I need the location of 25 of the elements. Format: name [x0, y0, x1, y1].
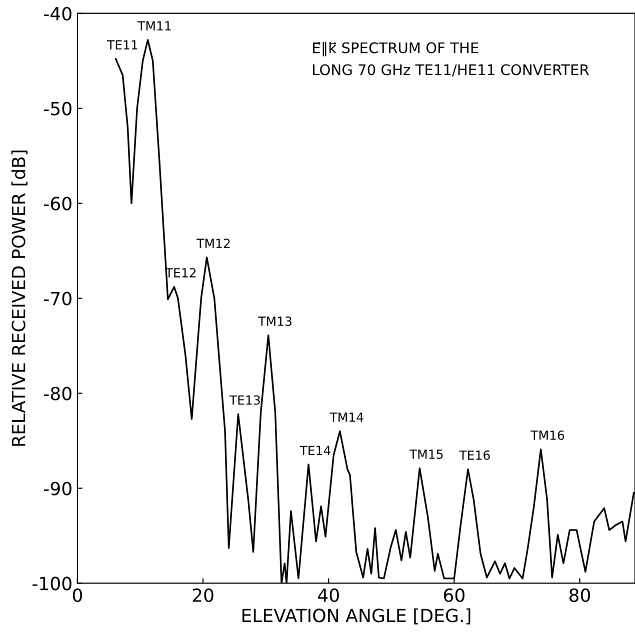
- x-tick-label: 0: [72, 588, 82, 602]
- x-axis-title: ELEVATION ANGLE [DEG.]: [242, 608, 470, 624]
- text: E⃗∥k⃗ SPECTRUM OF THE LONG 70 GHz TE11/HE11 CONVERTER: [313, 42, 589, 76]
- annotation: TM15: [409, 450, 443, 459]
- annotation: TM14: [330, 412, 364, 422]
- y-tick-label: -50: [44, 102, 72, 116]
- x-tick-label: 60: [444, 588, 464, 602]
- y-tick-label: -40: [44, 6, 72, 20]
- annotation: TM11: [138, 21, 171, 30]
- annotation: TE16: [459, 450, 490, 460]
- annotation: TM16: [530, 430, 564, 440]
- y-tick-label: -90: [44, 482, 72, 496]
- y-tick-label: -100: [32, 576, 72, 590]
- y-tick-label: -70: [44, 292, 72, 306]
- y-tick-label: -80: [44, 386, 72, 400]
- annotation: TM13: [258, 316, 292, 326]
- y-axis-title: RELATIVE RECEIVED POWER [dB]: [11, 150, 28, 446]
- annotation: TE14: [300, 446, 330, 455]
- annotation: TE11: [106, 40, 138, 50]
- x-tick-label: 20: [192, 588, 214, 602]
- x-tick-label: 80: [569, 588, 590, 602]
- annotation: TM12: [196, 238, 230, 248]
- annotation: TE13: [229, 395, 260, 405]
- y-tick-label: -60: [44, 196, 72, 210]
- x-tick-label: 40: [318, 588, 339, 602]
